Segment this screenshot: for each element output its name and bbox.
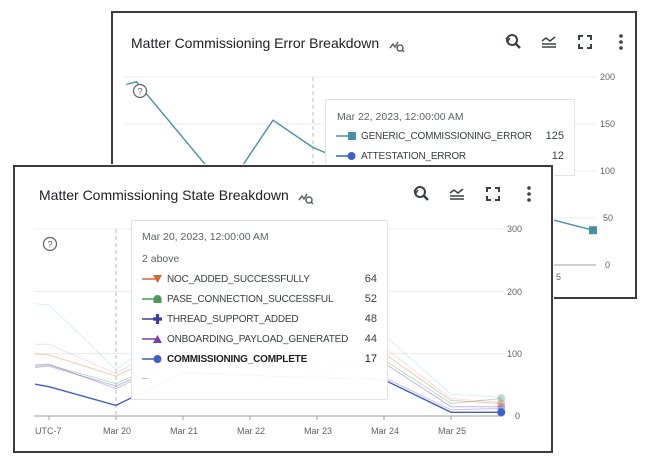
fullscreen-icon[interactable] bbox=[483, 184, 503, 204]
x-tick: Mar 25 bbox=[438, 426, 467, 436]
y-tick: 50 bbox=[603, 213, 614, 223]
legend-icon[interactable] bbox=[447, 184, 467, 204]
legend-icon[interactable] bbox=[539, 32, 559, 52]
card-title: Matter Commissioning State Breakdown bbox=[39, 187, 289, 203]
series-label: PASE_CONNECTION_SUCCESSFUL bbox=[167, 293, 334, 305]
end-marker bbox=[497, 393, 506, 402]
zoom-reset-icon[interactable] bbox=[411, 184, 431, 204]
help-icon[interactable]: ? bbox=[42, 236, 58, 252]
help-icon[interactable]: ? bbox=[132, 83, 148, 99]
end-marker bbox=[497, 402, 506, 411]
y-tick: 100 bbox=[507, 349, 523, 359]
y-tick: 300 bbox=[507, 224, 523, 234]
y-tick: 150 bbox=[600, 119, 616, 129]
chart-inspect-icon[interactable] bbox=[296, 187, 316, 207]
tooltip-row: GENERIC_COMMISSIONING_ERROR 125 bbox=[336, 130, 564, 142]
svg-text:?: ? bbox=[137, 87, 142, 97]
series-label: ATTESTATION_ERROR bbox=[361, 150, 466, 162]
tooltip-date: Mar 22, 2023, 12:00:00 AM bbox=[337, 111, 464, 123]
series-value: 17 bbox=[364, 353, 377, 365]
series-value: 48 bbox=[364, 313, 377, 325]
series-value: 52 bbox=[364, 293, 377, 305]
zoom-reset-icon[interactable] bbox=[503, 32, 523, 52]
x-tick: Mar 24 bbox=[371, 426, 400, 436]
circle-marker-icon bbox=[336, 152, 356, 160]
error-tooltip: Mar 22, 2023, 12:00:00 AM GENERIC_COMMIS… bbox=[325, 99, 575, 176]
card-title: Matter Commissioning Error Breakdown bbox=[131, 35, 380, 51]
state-tooltip: Mar 20, 2023, 12:00:00 AM 2 above NOC_AD… bbox=[131, 220, 388, 400]
chart-inspect-icon[interactable] bbox=[387, 35, 407, 55]
svg-text:?: ? bbox=[47, 240, 52, 250]
tooltip-row-complete: COMMISSIONING_COMPLETE 17 bbox=[142, 353, 377, 365]
x-tick: Mar 21 bbox=[170, 426, 199, 436]
more-vert-icon[interactable] bbox=[611, 32, 631, 52]
tooltip-date: Mar 20, 2023, 12:00:00 AM bbox=[142, 231, 269, 243]
series-label: GENERIC_COMMISSIONING_ERROR bbox=[361, 130, 532, 142]
series-label: ONBOARDING_PAYLOAD_GENERATED bbox=[167, 333, 349, 345]
tooltip-above-count: 2 above bbox=[142, 253, 180, 265]
triangle-down-marker-icon bbox=[142, 275, 162, 283]
series-label: COMMISSIONING_COMPLETE bbox=[167, 353, 308, 365]
tooltip-row: ATTESTATION_ERROR 12 bbox=[336, 150, 564, 162]
series-value: 125 bbox=[545, 130, 564, 142]
y-tick: 100 bbox=[600, 166, 616, 176]
end-marker bbox=[497, 408, 506, 417]
end-marker bbox=[497, 398, 506, 407]
tooltip-row-noc: NOC_ADDED_SUCCESSFULLY 64 bbox=[142, 273, 377, 285]
tooltip-row-thread: THREAD_SUPPORT_ADDED 48 bbox=[142, 313, 377, 325]
y-tick: 200 bbox=[507, 287, 523, 297]
x-tick: Mar 23 bbox=[304, 426, 333, 436]
series-value: 44 bbox=[364, 333, 377, 345]
y-tick: 0 bbox=[515, 411, 521, 421]
more-vert-icon[interactable] bbox=[519, 184, 539, 204]
circle-marker-icon bbox=[142, 355, 162, 363]
y-tick: 200 bbox=[600, 72, 616, 82]
dome-marker-icon bbox=[142, 295, 162, 303]
fullscreen-icon[interactable] bbox=[575, 32, 595, 52]
series-value: 12 bbox=[551, 150, 564, 162]
end-marker bbox=[589, 226, 597, 235]
series-label: NOC_ADDED_SUCCESSFULLY bbox=[167, 273, 310, 285]
y-tick: 0 bbox=[605, 260, 611, 270]
tooltip-row-pase: PASE_CONNECTION_SUCCESSFUL 52 bbox=[142, 293, 377, 305]
x-tick: UTC-7 bbox=[35, 426, 62, 436]
x-tick: Mar 20 bbox=[103, 426, 132, 436]
end-marker bbox=[497, 399, 506, 408]
state-breakdown-card: Matter Commissioning State Breakdown ? 3… bbox=[13, 165, 553, 453]
plus-marker-icon bbox=[142, 314, 162, 324]
x-tick: 5 bbox=[556, 272, 562, 282]
end-marker bbox=[497, 394, 506, 403]
tooltip-more: – bbox=[142, 373, 148, 384]
square-marker-icon bbox=[336, 132, 356, 140]
series-label: THREAD_SUPPORT_ADDED bbox=[167, 313, 299, 325]
tooltip-row-onboarding: ONBOARDING_PAYLOAD_GENERATED 44 bbox=[142, 333, 377, 345]
triangle-up-marker-icon bbox=[142, 335, 162, 343]
x-tick: Mar 22 bbox=[237, 426, 266, 436]
series-value: 64 bbox=[364, 273, 377, 285]
